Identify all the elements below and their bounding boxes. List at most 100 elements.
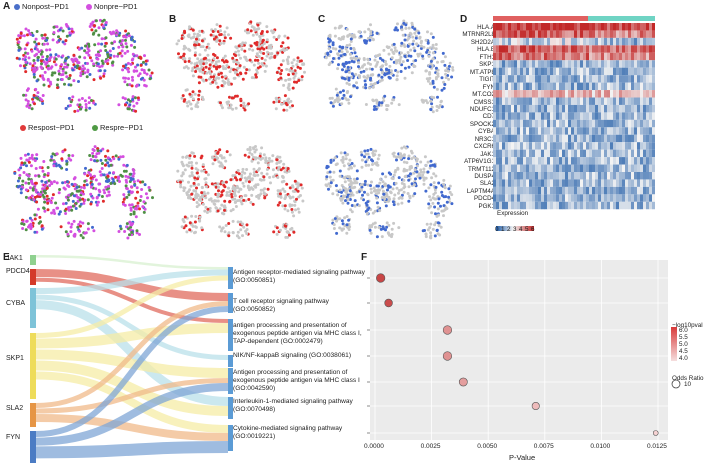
umap-point xyxy=(77,80,80,83)
heatmap-cell xyxy=(613,134,617,143)
umap-point xyxy=(198,197,202,201)
umap-point xyxy=(342,176,346,180)
umap-point xyxy=(222,60,226,64)
umap-point xyxy=(100,42,104,46)
umap-point xyxy=(108,30,112,34)
sankey-flow xyxy=(35,414,229,441)
umap-point xyxy=(421,57,425,61)
umap-point xyxy=(21,227,25,230)
heatmap-cell xyxy=(595,201,599,210)
x-axis-tick-label: 0.0100 xyxy=(590,443,611,450)
heatmap-cell xyxy=(508,90,512,98)
heatmap-cell xyxy=(544,194,548,202)
heatmap-cell xyxy=(622,52,626,61)
heatmap-cell xyxy=(592,179,596,187)
heatmap-cell xyxy=(532,127,536,135)
umap-point xyxy=(287,55,290,59)
umap-point xyxy=(354,57,358,61)
umap-point xyxy=(392,52,396,55)
heatmap-cell xyxy=(622,149,626,158)
heatmap-cell xyxy=(502,75,506,83)
umap-point xyxy=(230,96,234,100)
umap-point xyxy=(233,76,237,80)
umap-point xyxy=(25,43,29,47)
umap-point xyxy=(369,191,373,195)
umap-point xyxy=(216,151,220,155)
heatmap-cell xyxy=(610,194,614,202)
heatmap-cell xyxy=(559,52,563,61)
heatmap-cell xyxy=(508,104,512,113)
heatmap-cell xyxy=(592,52,596,61)
umap-point xyxy=(393,193,397,197)
heatmap-cell xyxy=(625,149,629,158)
heatmap-cell xyxy=(538,82,542,91)
umap-point xyxy=(75,185,79,189)
umap-point xyxy=(349,95,353,99)
umap-point xyxy=(297,210,301,214)
heatmap-cell xyxy=(523,90,527,98)
umap-point xyxy=(238,178,242,181)
umap-point xyxy=(214,62,218,66)
heatmap-cell xyxy=(610,179,614,187)
heatmap-cell xyxy=(583,179,587,187)
heatmap-cell xyxy=(607,172,611,180)
heatmap-cell xyxy=(517,172,521,180)
heatmap-cell xyxy=(565,127,569,135)
heatmap-cell xyxy=(604,142,608,150)
umap-point xyxy=(115,33,119,37)
heatmap-cell xyxy=(586,127,590,135)
umap-point xyxy=(17,34,21,38)
heatmap-cell xyxy=(634,149,638,158)
umap-point xyxy=(438,103,442,107)
umap-point xyxy=(341,201,345,205)
umap-point xyxy=(336,193,340,197)
heatmap-cell xyxy=(550,104,554,113)
sankey-pathway-node xyxy=(228,368,233,394)
umap-point xyxy=(17,168,21,172)
umap-point xyxy=(245,168,249,171)
heatmap-cell xyxy=(589,157,593,165)
umap-point xyxy=(78,229,81,233)
heatmap-cell xyxy=(547,45,551,53)
umap-point xyxy=(52,180,56,184)
umap-point xyxy=(83,49,87,53)
umap-point xyxy=(177,39,181,43)
heatmap-cell xyxy=(571,23,575,31)
umap-point xyxy=(427,202,431,206)
umap-point xyxy=(61,29,65,33)
heatmap-cell xyxy=(607,45,611,53)
umap-point xyxy=(116,177,120,181)
heatmap-cell xyxy=(610,60,614,68)
heatmap-cell xyxy=(574,201,578,210)
umap-point xyxy=(393,170,397,174)
umap-point xyxy=(122,163,126,167)
umap-point xyxy=(375,31,379,35)
heatmap-cell xyxy=(499,90,503,98)
heatmap-cell xyxy=(613,30,617,38)
heatmap-cell xyxy=(652,60,655,68)
umap-point xyxy=(261,63,265,67)
heatmap-cell xyxy=(550,37,554,46)
heatmap-cell xyxy=(646,164,650,172)
umap-point xyxy=(205,211,209,214)
umap-point xyxy=(439,225,443,229)
color-legend-tick: 4.5 xyxy=(679,348,688,355)
umap-point xyxy=(429,32,433,36)
umap-point xyxy=(236,169,240,172)
umap-point xyxy=(344,153,348,157)
sankey-flow xyxy=(35,269,229,301)
heatmap-cell xyxy=(637,97,641,105)
umap-point xyxy=(28,156,32,160)
heatmap-cell xyxy=(613,45,617,53)
umap-point xyxy=(379,227,383,231)
umap-point xyxy=(118,180,121,183)
umap-point xyxy=(193,220,197,224)
umap-point xyxy=(19,187,23,191)
umap-point xyxy=(434,77,438,81)
heatmap-cell xyxy=(556,119,560,128)
heatmap-cell xyxy=(499,45,503,53)
umap-point xyxy=(104,21,108,24)
umap-point xyxy=(238,64,242,68)
heatmap-cell xyxy=(529,127,533,135)
umap-point xyxy=(345,81,349,85)
